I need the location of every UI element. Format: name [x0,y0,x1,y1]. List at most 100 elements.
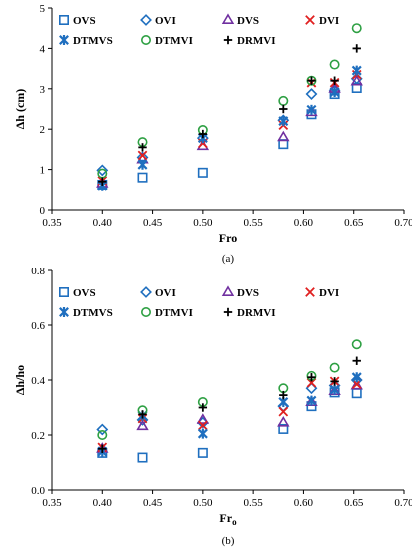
chart-b-point-dvi [278,406,289,417]
chart-a: 0.35 0.40 0.45 0.50 0.55 0.60 0.65 0.70 0 1 2 3 4 5 Δh… [13,3,412,265]
chart-a-point-ovi [305,88,318,100]
chart-b-point-drmvi [307,373,316,382]
chart-b-caption: (b) [222,535,235,547]
chart-b-point-dvs [136,419,149,431]
chart-a-x-tick-label: 0.45 [143,217,163,229]
chart-a-y-tick-label: 0 [40,205,46,217]
chart-a-point-dtmvs [278,116,289,127]
chart-a-x-tick-label: 0.40 [93,217,113,229]
chart-b-point-ovs [351,388,362,399]
chart-a-y-tick-label: 2 [40,124,46,136]
chart-b-y-tick-label: 0.6 [31,320,45,332]
chart-b-point-drmvi [138,410,147,419]
chart-b-legend-label-ovs: OVS [73,287,96,299]
chart-a-legend-label-dvs: DVS [237,15,259,27]
chart-b-y-tick-label: 0.2 [31,430,45,442]
chart-b-x-tick-label: 0.60 [294,497,314,509]
chart-a-y-axis-label: Δh (cm) [13,89,27,130]
chart-b-point-ovi [96,423,109,436]
chart-b-legend-marker-dtmvs [59,307,69,317]
chart-b: 0.35 0.40 0.45 0.50 0.55 0.60 0.65 0.70 0.0 0.2 0.… [13,268,412,547]
chart-b-point-drmvi [279,390,288,400]
chart-a-point-drmvi [352,44,361,53]
chart-a-point-drmvi [279,104,288,114]
chart-b-legend-marker-dvs [221,285,235,296]
chart-b-point-drmvi [98,444,107,453]
chart-a-legend-label-ovs: OVS [73,15,96,27]
chart-a-x-tick-label: 0.35 [42,217,62,229]
chart-b-legend-marker-drmvi [223,307,233,317]
chart-b-x-axis-label-main: Fr [219,511,232,525]
chart-b-point-drmvi [198,403,208,412]
chart-a-legend-marker-dvi [305,15,315,25]
chart-b-point-dtmvi [329,362,340,373]
chart-b-x-tick-label: 0.45 [143,497,163,509]
chart-b-legend-label-dvs: DVS [237,287,259,299]
chart-b-point-ovs [137,452,148,463]
chart-b-point-dtmvs [306,395,317,406]
chart-a-point-drmvi [330,76,339,85]
chart-a-legend-marker-drmvi [223,35,233,45]
chart-b-point-dvs [350,378,363,390]
chart-b-y-tick-label: 0.8 [31,268,45,277]
chart-b-legend-label-dvi: DVI [319,287,339,299]
chart-b-point-dtmvs [197,428,208,439]
chart-b-x-axis-label-sub: o [232,517,237,527]
chart-b-legend-marker-dvi [305,287,315,297]
chart-a-point-dvs [277,130,290,142]
chart-a-x-tick-label: 0.50 [193,217,213,229]
chart-b-y-axis-label: Δh/ho [13,365,27,395]
chart-b-x-tick-label: 0.50 [193,497,213,509]
chart-b-legend-label-dtmvi: DTMVI [155,307,193,319]
chart-a-point-drmvi [198,129,208,139]
chart-a-y-tick-label: 3 [40,84,46,96]
chart-b-y-tick-label: 0.0 [31,485,45,497]
chart-b-point-dvi [198,420,208,431]
chart-a-point-drmvi [307,76,316,85]
chart-a-x-axis-label: Fro [219,231,237,245]
chart-b-legend-marker-ovi [140,286,152,298]
chart-b-point-drmvi [352,356,361,365]
chart-b-legend-marker-dtmvi [141,306,152,317]
chart-b-legend-label-ovi: OVI [155,287,176,299]
chart-a-y-tick-label: 5 [40,3,46,15]
chart-a-point-dtmvs [306,104,317,115]
chart-a-x-tick-label: 0.70 [394,217,412,229]
chart-a-point-dtmvs [351,65,362,76]
chart-b-point-dtmvs [329,384,340,395]
chart-a-point-dtmvi [278,95,289,106]
chart-a-point-dtmvi [351,23,362,34]
chart-b-legend-label-drmvi: DRMVI [237,307,276,319]
chart-a-point-dtmvi [329,59,340,70]
chart-a-legend-marker-dtmvi [141,34,152,45]
chart-a-point-dvi [137,150,148,161]
chart-a-point-ovs [197,167,208,178]
chart-b-point-ovs [197,447,208,458]
chart-a-legend-label-dvi: DVI [319,15,339,27]
chart-a-x-tick-label: 0.55 [244,217,264,229]
chart-a-point-dtmvi [97,168,108,179]
chart-b-point-dvs [196,413,210,424]
chart-b-legend-label-dtmvs: DTMVS [73,307,113,319]
chart-a-point-dtmvs [137,159,148,170]
chart-a-x-tick-label: 0.65 [344,217,364,229]
chart-a-legend-label-dtmvs: DTMVS [73,35,113,47]
chart-a-point-ovi [96,164,109,177]
chart-a-legend-marker-ovs [58,15,69,25]
chart-a-legend-label-dtmvi: DTMVI [155,35,193,47]
chart-b-x-tick-label: 0.65 [344,497,364,509]
chart-b-point-drmvi [330,377,339,386]
chart-b-y-tick-label: 0.4 [31,375,45,387]
chart-a-y-tick-label: 1 [40,165,46,177]
chart-b-point-ovs [278,423,289,434]
chart-a-x-axis-label-main: Fro [219,231,237,245]
chart-b-x-tick-label: 0.35 [42,497,62,509]
chart-b-point-dtmvs [351,372,362,383]
chart-a-point-drmvi [98,177,107,186]
chart-a-point-ovs [137,172,148,183]
chart-b-x-tick-label: 0.70 [394,497,412,509]
chart-b-point-dtmvi [97,430,108,441]
chart-a-y-tick-label: 4 [40,43,46,55]
chart-a-point-drmvi [138,143,147,152]
